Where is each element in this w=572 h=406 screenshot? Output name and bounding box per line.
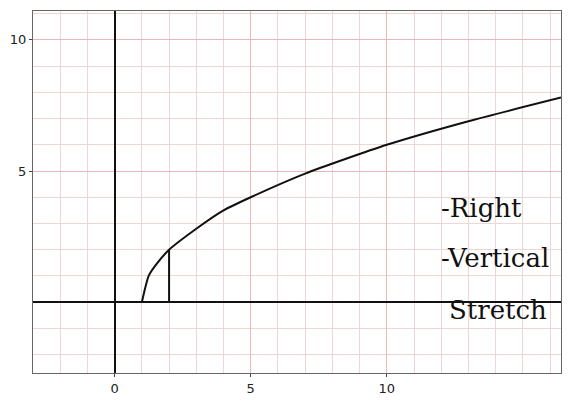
svg-text:-Vertical: -Vertical xyxy=(441,243,549,273)
svg-text:-Right: -Right xyxy=(441,193,522,223)
svg-text:0: 0 xyxy=(111,381,119,396)
svg-text:5: 5 xyxy=(247,381,255,396)
svg-text:Stretch: Stretch xyxy=(449,295,547,325)
svg-text:5: 5 xyxy=(18,164,26,179)
svg-text:10: 10 xyxy=(10,32,27,47)
svg-text:10: 10 xyxy=(379,381,396,396)
